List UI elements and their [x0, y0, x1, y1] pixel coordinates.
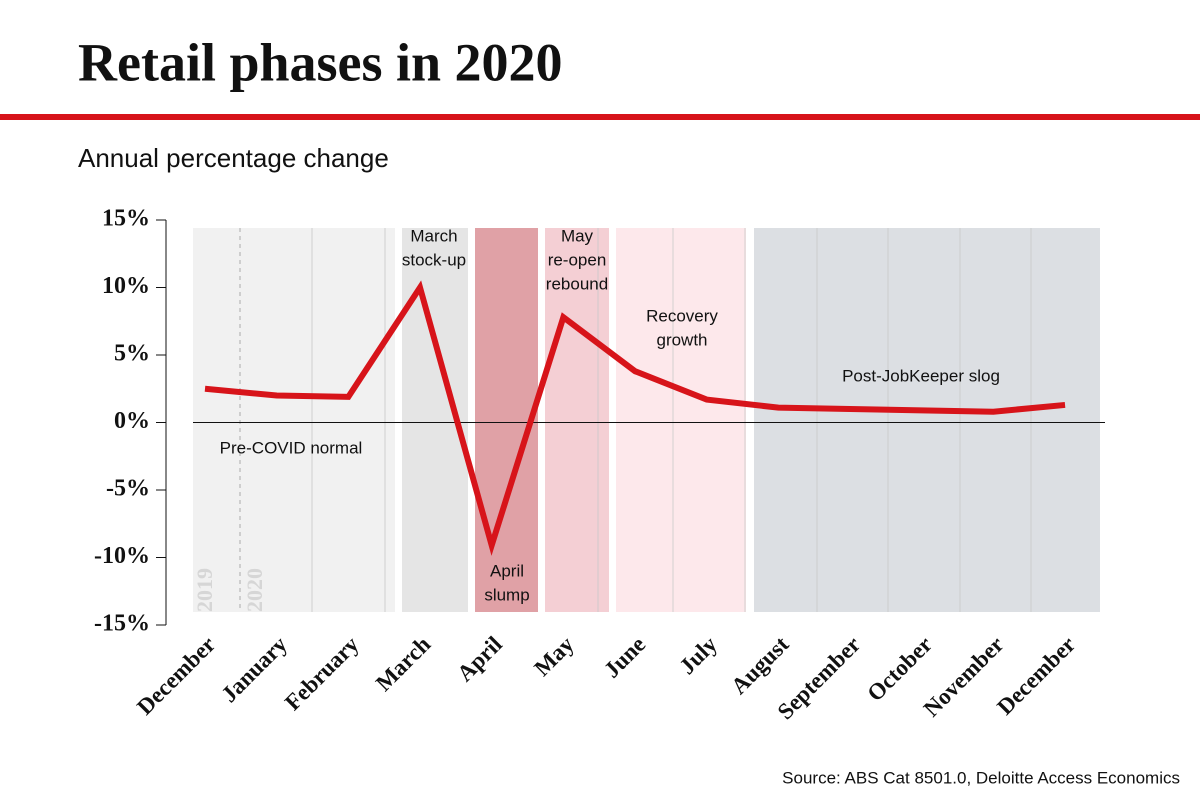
data-line [204, 280, 1066, 556]
phase-band [475, 228, 538, 612]
phase-label: growth [656, 330, 707, 349]
phase-label: March [410, 226, 457, 245]
phase-label: slump [484, 585, 529, 604]
phase-band [754, 228, 1100, 612]
phase-band [193, 228, 395, 612]
y-tick-label: 15% [102, 206, 150, 232]
y-tick-label: -10% [94, 543, 150, 569]
phase-label: rebound [546, 274, 608, 293]
y-tick-label: 10% [102, 273, 150, 299]
phase-label: stock-up [402, 250, 466, 269]
source-note: Source: ABS Cat 8501.0, Deloitte Access … [782, 768, 1180, 787]
year-label: 2020 [242, 568, 267, 612]
chart-subtitle: Annual percentage change [78, 143, 389, 173]
y-tick-label: 0% [114, 408, 150, 434]
phase-label: Pre-COVID normal [220, 438, 363, 457]
phase-bands [193, 228, 1100, 612]
phase-label: Recovery [646, 306, 718, 325]
phase-label: April [490, 561, 524, 580]
y-tick-label: -5% [106, 476, 150, 502]
y-tick-label: -15% [94, 611, 150, 637]
phase-label: May [561, 226, 594, 245]
year-label: 2019 [192, 568, 217, 612]
phase-band [616, 228, 746, 612]
title-rule [0, 114, 1200, 120]
chart-title: Retail phases in 2020 [78, 32, 563, 92]
phase-label: re-open [548, 250, 607, 269]
y-tick-label: 5% [114, 341, 150, 367]
phase-label: Post-JobKeeper slog [842, 366, 1000, 385]
